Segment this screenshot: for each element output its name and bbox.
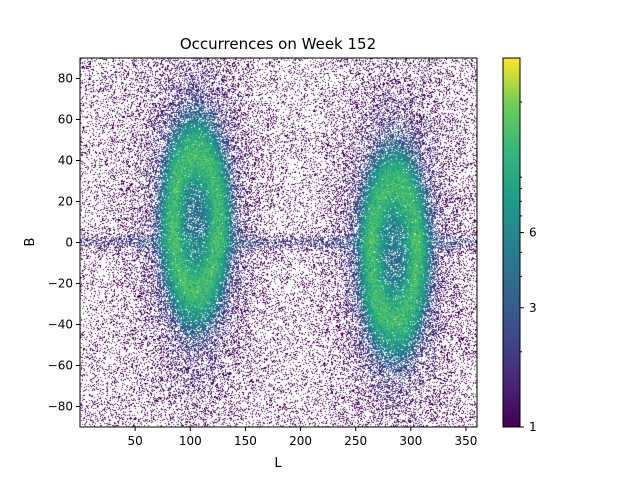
x-tick-label: 100	[179, 434, 202, 448]
x-axis-ticks: 50 100 150 200 250 300 350	[127, 427, 477, 448]
y-tick-label: 80	[58, 72, 73, 86]
colorbar-frame	[502, 57, 521, 428]
chart-title: Occurrences on Week 152	[180, 35, 376, 53]
y-tick-label: −40	[48, 318, 73, 332]
colorbar	[503, 58, 520, 427]
colorbar-ticks: 1 3 6	[520, 101, 537, 434]
y-tick-label: 40	[58, 154, 73, 168]
x-tick-label: 200	[289, 434, 312, 448]
heatmap-image	[80, 58, 477, 427]
y-axis-ticks: −80 −60 −40 −20 0 20 40 60 80	[48, 72, 80, 414]
x-tick-label: 50	[127, 434, 142, 448]
y-tick-label: −20	[48, 277, 73, 291]
heatmap-cells	[80, 58, 477, 427]
x-tick-label: 250	[344, 434, 367, 448]
x-tick-label: 150	[234, 434, 257, 448]
colorbar-tick-label: 1	[529, 420, 537, 434]
y-tick-label: 60	[58, 113, 73, 127]
y-tick-label: −60	[48, 359, 73, 373]
y-tick-label: 20	[58, 195, 73, 209]
colorbar-tick-label: 3	[529, 301, 537, 315]
colorbar-tick-label: 6	[529, 226, 537, 240]
y-tick-label: 0	[65, 236, 73, 250]
x-axis-label: L	[274, 456, 282, 471]
x-tick-label: 300	[399, 434, 422, 448]
y-tick-label: −80	[48, 400, 73, 414]
y-axis-label: B	[23, 238, 38, 247]
x-tick-label: 350	[455, 434, 478, 448]
